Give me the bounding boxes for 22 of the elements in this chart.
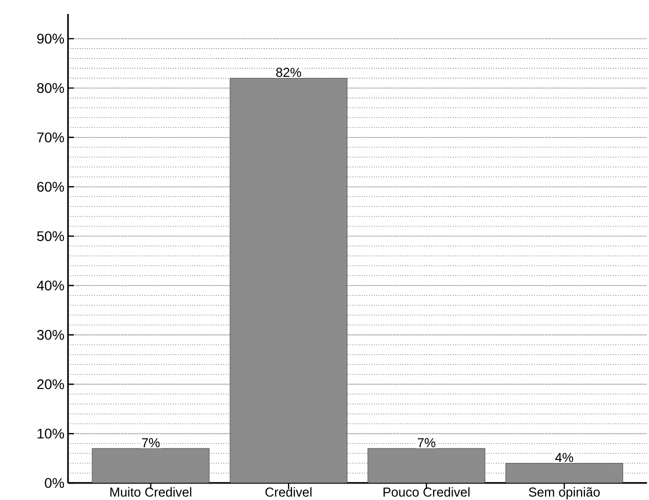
bar xyxy=(230,78,348,483)
y-tick-label: 50% xyxy=(37,231,64,242)
y-tick-label: 80% xyxy=(37,83,64,93)
x-tick-label: Muito Credivel xyxy=(110,487,192,497)
bar xyxy=(368,448,486,483)
y-tick-label: 70% xyxy=(37,132,64,142)
y-tick-label: 60% xyxy=(37,182,64,192)
data-label: 4% xyxy=(555,452,574,462)
y-tick-label: 10% xyxy=(38,428,64,439)
bar xyxy=(92,448,210,483)
data-label: 7% xyxy=(142,438,160,448)
y-tick-label: 30% xyxy=(37,330,64,340)
bar xyxy=(506,463,624,483)
data-label: 7% xyxy=(418,438,436,448)
y-tick-label: 20% xyxy=(37,379,64,390)
y-tick-label: 40% xyxy=(36,280,64,290)
y-tick-label: 0% xyxy=(44,478,64,488)
data-label: 82% xyxy=(276,68,302,77)
x-tick-label: Sem opinião xyxy=(528,487,600,500)
x-tick-label: Pouco Credivel xyxy=(384,487,470,497)
y-tick-label: 90% xyxy=(37,34,64,44)
x-tick-label: Credivel xyxy=(265,487,312,497)
